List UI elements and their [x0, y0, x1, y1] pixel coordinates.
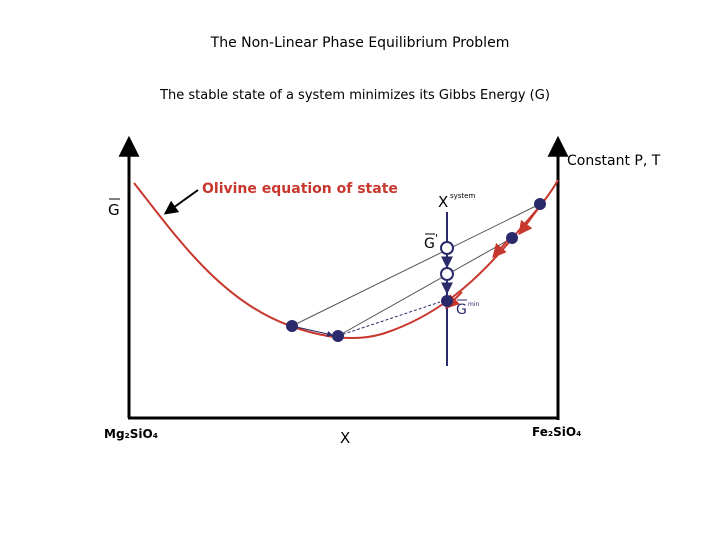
g-min-label: G — [456, 302, 467, 318]
x-system-label: X — [438, 193, 448, 211]
g-intermediate-point — [440, 267, 454, 281]
x-system-sup: system — [450, 192, 475, 200]
tangent-point-right-2 — [506, 232, 518, 244]
curve-arrow-right-2 — [492, 239, 509, 259]
right-endmember-label: Fe₂SiO₄ — [532, 425, 581, 439]
tie-line-min — [337, 301, 441, 337]
slide-subtitle: The stable state of a system minimizes i… — [160, 88, 550, 103]
olivine-curve — [133, 179, 559, 340]
g-min-point — [441, 295, 453, 307]
tie-line-outer — [291, 203, 541, 327]
slide-title: The Non-Linear Phase Equilibrium Problem — [210, 35, 510, 51]
g-prime-point — [440, 241, 454, 255]
y-axis-label: G — [108, 201, 120, 219]
curve-label-pointer — [163, 189, 199, 215]
curve-arrow-right-1 — [518, 205, 541, 236]
curve-label: Olivine equation of state — [202, 181, 398, 197]
x-axis-label: X — [340, 429, 350, 447]
left-endmember-label: Mg₂SiO₄ — [104, 427, 158, 441]
tangent-point-right-1 — [534, 198, 546, 210]
tie-line-inner — [337, 237, 513, 337]
g-prime-mark: ' — [435, 232, 438, 245]
g-prime-label: G — [424, 236, 435, 252]
tangent-point-left-2 — [332, 330, 344, 342]
g-min-sup: min — [468, 301, 480, 308]
tie-line-min-left — [291, 325, 334, 337]
corner-label: Constant P, T — [567, 153, 661, 169]
tangent-point-left-1 — [286, 320, 298, 332]
